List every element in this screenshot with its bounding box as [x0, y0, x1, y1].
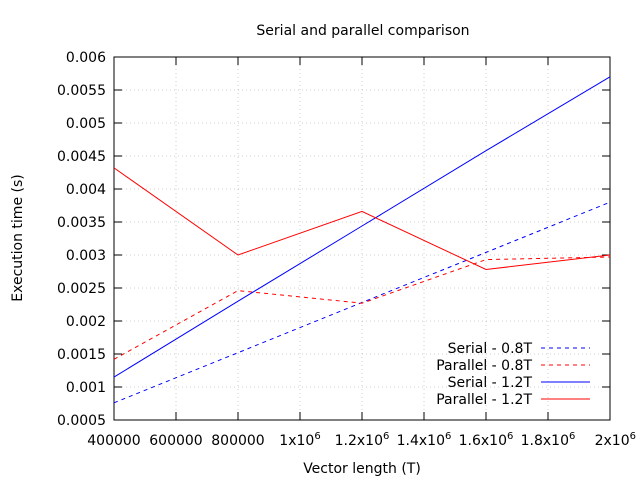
- grid: [114, 57, 610, 420]
- legend-label: Serial - 1.2T: [448, 375, 533, 391]
- x-tick-label: 1.6x106: [459, 431, 514, 449]
- y-axis-label: Execution time (s): [10, 174, 26, 301]
- legend-label: Serial - 0.8T: [448, 341, 533, 357]
- x-tick-label: 400000: [87, 433, 140, 449]
- y-tick-label: 0.0005: [57, 413, 106, 429]
- y-tick-label: 0.005: [66, 116, 106, 132]
- series-line: [113, 201, 611, 404]
- series-line: [113, 256, 611, 360]
- x-tick-label: 1.4x106: [397, 431, 452, 449]
- y-tick-label: 0.0045: [57, 149, 106, 165]
- axis-ticks: 0.0005 0.001 0.0015 0.002 0.0025 0.003 0.0035 0…: [57, 50, 636, 449]
- y-tick-label: 0.004: [66, 182, 106, 198]
- y-tick-label: 0.0025: [57, 281, 106, 297]
- x-tick-label: 1x106: [279, 431, 320, 449]
- y-tick-label: 0.001: [66, 380, 106, 396]
- series-layer: [113, 76, 611, 404]
- y-tick-label: 0.0055: [57, 83, 106, 99]
- x-tick-label: 800000: [211, 433, 264, 449]
- y-tick-label: 0.0035: [57, 215, 106, 231]
- y-tick-label: 0.006: [66, 50, 106, 66]
- series-line: [113, 76, 611, 378]
- legend-label: Parallel - 0.8T: [436, 358, 532, 374]
- legend-label: Parallel - 1.2T: [436, 392, 532, 408]
- y-tick-label: 0.002: [66, 314, 106, 330]
- x-axis-label: Vector length (T): [303, 461, 421, 477]
- series-line: [113, 167, 611, 271]
- x-tick-label: 1.2x106: [335, 431, 390, 449]
- chart-title: Serial and parallel comparison: [256, 23, 469, 39]
- x-tick-label: 2x106: [595, 431, 636, 449]
- y-tick-label: 0.0015: [57, 347, 106, 363]
- x-tick-label: 600000: [149, 433, 202, 449]
- y-tick-label: 0.003: [66, 248, 106, 264]
- x-tick-label: 1.8x106: [521, 431, 576, 449]
